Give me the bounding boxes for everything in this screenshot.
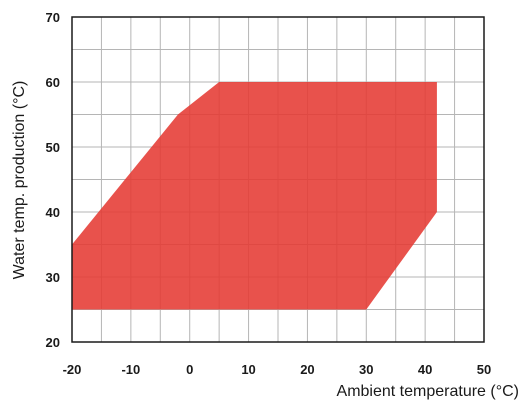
x-tick-label: 10 xyxy=(241,362,255,377)
x-tick-label: 0 xyxy=(186,362,193,377)
x-tick-label: 40 xyxy=(418,362,432,377)
y-axis-label: Water temp. production (°C) xyxy=(11,81,28,280)
y-tick-label: 40 xyxy=(46,205,60,220)
y-tick-label: 50 xyxy=(46,140,60,155)
x-tick-labels: -20 -10 0 10 20 30 40 50 xyxy=(63,362,492,377)
y-tick-label: 20 xyxy=(46,335,60,350)
x-tick-label: 20 xyxy=(300,362,314,377)
plot-frame xyxy=(71,16,485,343)
x-tick-label: -20 xyxy=(63,362,82,377)
x-tick-label: 30 xyxy=(359,362,373,377)
y-tick-label: 30 xyxy=(46,270,60,285)
y-tick-label: 60 xyxy=(46,75,60,90)
x-tick-label: -10 xyxy=(121,362,140,377)
operating-region xyxy=(72,82,437,310)
x-axis-label: Ambient temperature (°C) xyxy=(337,383,519,400)
y-tick-labels: 20 30 40 50 60 70 xyxy=(46,10,60,350)
y-tick-label: 70 xyxy=(46,10,60,25)
x-tick-label: 50 xyxy=(477,362,491,377)
